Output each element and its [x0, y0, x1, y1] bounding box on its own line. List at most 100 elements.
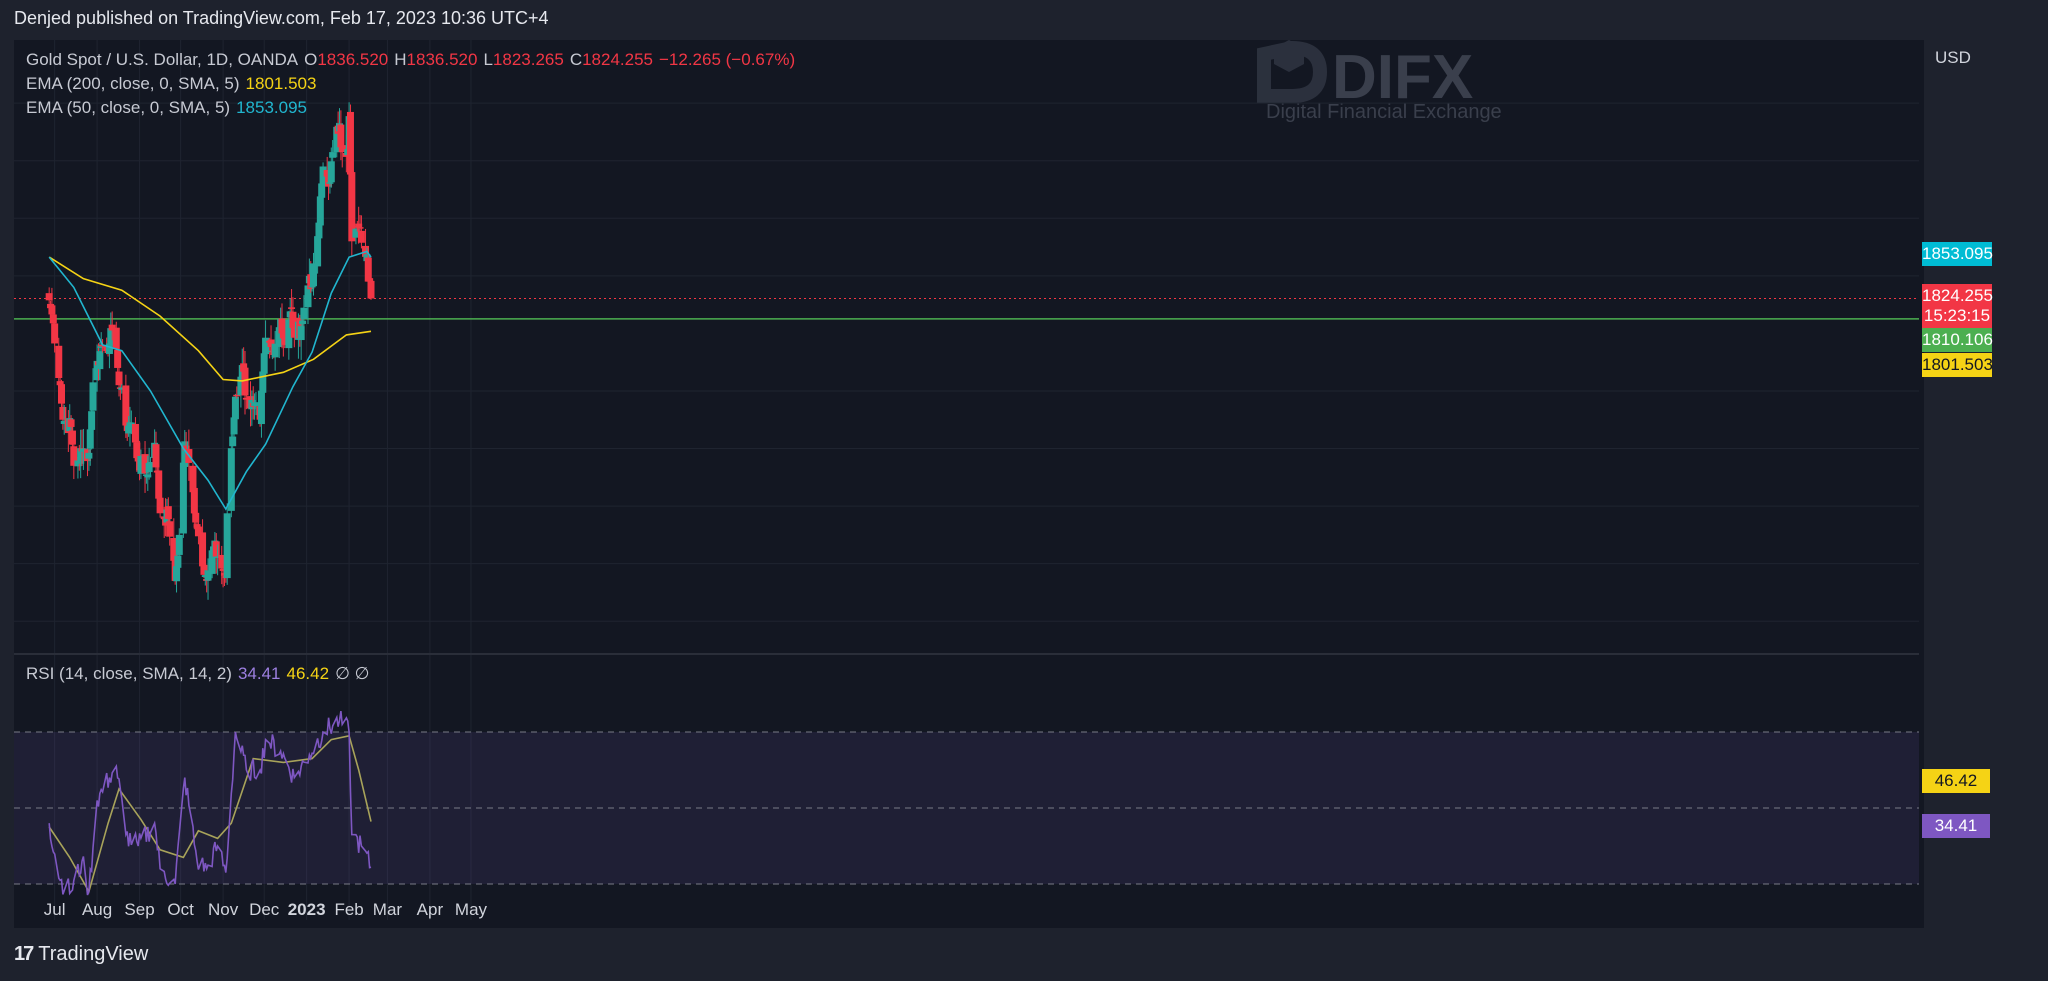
candle-body [67, 419, 75, 427]
candle-body [285, 319, 293, 349]
candle-body [59, 407, 67, 420]
ema50-value: 1853.095 [236, 98, 307, 117]
candle-body [199, 532, 207, 567]
candle-body [327, 161, 335, 183]
symbol-title[interactable]: Gold Spot / U.S. Dollar, 1D, OANDA [26, 50, 299, 69]
candle-body [166, 521, 174, 537]
candle-body [279, 329, 287, 339]
candle-body [348, 172, 356, 242]
ohlc-high: 1836.520 [406, 50, 478, 69]
rsi-ma-value: 46.42 [286, 664, 330, 683]
ema50-legend[interactable]: EMA (50, close, 0, SMA, 5) 1853.095 [26, 98, 313, 118]
candle-body [297, 326, 305, 341]
candle-body [337, 124, 345, 148]
chart-frame[interactable]: DIFX Digital Financial Exchange 1960.000… [14, 40, 2010, 932]
candle-body [289, 311, 297, 329]
candle-body [315, 222, 323, 239]
candle-body [122, 385, 130, 426]
rsi-value: 34.41 [237, 664, 281, 683]
watermark-subtitle: Digital Financial Exchange [1266, 101, 1502, 123]
time-tick-label: Feb [334, 900, 363, 919]
candle-body [219, 568, 227, 571]
ema-lines [48, 250, 372, 511]
candle-body [155, 470, 163, 499]
ema200-value: 1801.503 [245, 74, 317, 93]
candle-body [299, 320, 307, 324]
candle-body [89, 382, 97, 411]
candle-body [56, 381, 64, 386]
candlestick-series [45, 102, 375, 600]
candle-body [97, 346, 105, 348]
candle-body [112, 327, 120, 350]
rsi-line [48, 710, 372, 896]
rsi-ma-line [48, 734, 372, 894]
candle-body [262, 337, 270, 355]
candle-body [93, 360, 101, 381]
candle-body [55, 345, 63, 379]
candle-body [125, 425, 133, 434]
candle-body [70, 446, 78, 466]
candle-body [156, 497, 164, 514]
candle-body [309, 263, 317, 287]
candle-body [366, 278, 374, 282]
ema200-label: EMA (200, close, 0, SMA, 5) [26, 74, 240, 93]
countdown-badge: 15:23:15 [1922, 304, 1992, 328]
candle-body [267, 339, 275, 347]
time-tick-label: Aug [82, 900, 112, 919]
time-axis[interactable]: Jul Aug Sep Oct Nov Dec 2023 Feb Mar Apr May [44, 900, 488, 919]
difx-logo-icon [1257, 40, 1328, 103]
ohlc-close: 1824.255 [582, 50, 653, 69]
candle-body [237, 376, 245, 396]
candle-body [227, 448, 235, 511]
candle-body [326, 182, 334, 184]
ema50-line [48, 250, 372, 511]
price-chart-svg[interactable]: DIFX Digital Financial Exchange 1960.000… [14, 40, 2010, 932]
tradingview-footer[interactable]: 17 TradingView [14, 943, 148, 966]
candle-body [241, 367, 249, 396]
candle-body [96, 351, 104, 370]
ema200-price-badge: 1801.503 [1922, 353, 1993, 377]
candle-body [208, 550, 216, 574]
candle-body [364, 257, 372, 282]
candle-body [355, 223, 363, 227]
candle-body [133, 442, 141, 459]
candle-body [300, 307, 308, 319]
candle-body [242, 397, 250, 400]
candle-body [131, 423, 139, 443]
candle-body [288, 307, 296, 309]
candle-body [275, 327, 283, 347]
candle-body [323, 169, 331, 177]
candle-body [48, 305, 56, 315]
symbol-legend[interactable]: Gold Spot / U.S. Dollar, 1D, OANDA O1836.… [26, 50, 796, 69]
candle-body [147, 462, 155, 464]
ema200-line [48, 256, 372, 382]
candle-body [231, 396, 239, 420]
candle-body [271, 343, 279, 358]
candle-body [281, 337, 289, 345]
ohlc-open: 1836.520 [317, 50, 389, 69]
rsi-legend[interactable]: RSI (14, close, SMA, 14, 2) 34.41 46.42 ∅ ∅ [26, 664, 375, 684]
candle-body [88, 411, 96, 430]
candle-body [115, 371, 123, 386]
difx-watermark: DIFX Digital Financial Exchange [1257, 40, 1502, 123]
tradingview-logo-icon: 17 [14, 943, 34, 965]
rsi-badge: 34.41 [1922, 814, 1990, 838]
ema200-legend[interactable]: EMA (200, close, 0, SMA, 5) 1801.503 [26, 74, 322, 94]
ohlc-change: −12.265 (−0.67%) [659, 50, 796, 69]
time-tick-label: 2023 [288, 900, 326, 919]
tradingview-brand[interactable]: TradingView [38, 943, 149, 965]
candle-body [108, 324, 116, 331]
candle-body [57, 384, 65, 404]
candle-body [356, 227, 364, 229]
candle-body [105, 343, 113, 354]
time-tick-label: Sep [124, 900, 154, 919]
publish-header: Denjed published on TradingView.com, Feb… [14, 8, 549, 28]
candle-body [68, 430, 76, 445]
candle-body [137, 456, 145, 474]
candle-body [85, 452, 93, 459]
candle-body [107, 328, 115, 346]
candle-body [60, 420, 68, 425]
candle-body [194, 526, 202, 537]
time-tick-label: Nov [208, 900, 239, 919]
candle-body [259, 371, 267, 393]
